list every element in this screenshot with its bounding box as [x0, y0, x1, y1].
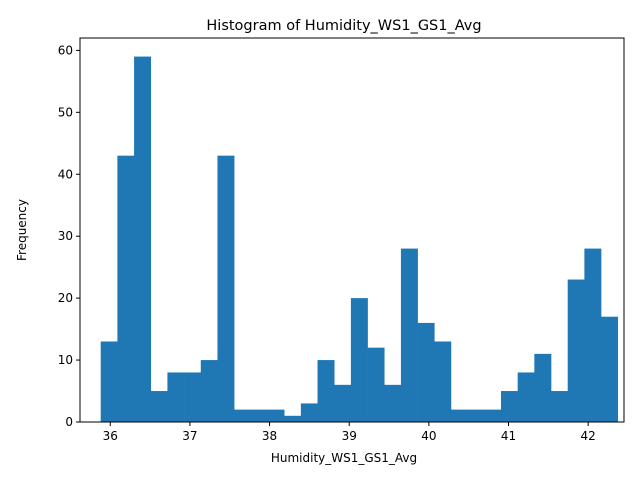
histogram-bar [367, 347, 385, 422]
histogram-bar [217, 155, 235, 422]
y-tick-label: 0 [65, 415, 73, 429]
histogram-bar [250, 409, 268, 422]
histogram-bar [384, 384, 402, 422]
x-tick-label: 42 [581, 429, 596, 443]
histogram-bar [400, 248, 418, 422]
histogram-bar [100, 341, 118, 422]
histogram-bar [584, 248, 602, 422]
histogram-bar [450, 409, 468, 422]
histogram-bar [150, 391, 168, 422]
histogram-bar [434, 341, 452, 422]
histogram-bar [500, 391, 518, 422]
histogram-bar [300, 403, 318, 422]
plot-frame [79, 37, 625, 423]
x-axis-ticks: 36 37 38 39 40 41 42 [103, 422, 596, 443]
x-tick-label: 40 [421, 429, 436, 443]
histogram-bar [184, 372, 202, 422]
histogram-bar [234, 409, 252, 422]
x-tick-label: 39 [342, 429, 357, 443]
y-tick-label: 50 [58, 105, 73, 119]
histogram-bar [134, 56, 152, 422]
histogram-bar [267, 409, 285, 422]
x-tick-label: 38 [262, 429, 277, 443]
y-axis-label: Frequency [15, 199, 29, 261]
histogram-bar [551, 391, 569, 422]
histogram-bar [334, 384, 352, 422]
y-tick-label: 60 [58, 43, 73, 57]
y-tick-label: 20 [58, 291, 73, 305]
histogram-bar [117, 155, 135, 422]
histogram-bar [167, 372, 185, 422]
histogram-bar [200, 360, 218, 422]
histogram-bar [417, 322, 435, 422]
x-tick-label: 36 [103, 429, 118, 443]
x-axis-label: Humidity_WS1_GS1_Avg [271, 451, 417, 465]
bars-group [100, 56, 619, 422]
histogram-bar [284, 415, 302, 422]
histogram-bar [484, 409, 502, 422]
histogram-bar [317, 360, 335, 422]
x-tick-label: 41 [501, 429, 516, 443]
histogram-bar [467, 409, 485, 422]
chart-title: Histogram of Humidity_WS1_GS1_Avg [206, 18, 481, 34]
histogram-bar [350, 298, 368, 422]
x-tick-label: 37 [182, 429, 197, 443]
y-tick-label: 10 [58, 353, 73, 367]
y-tick-label: 40 [58, 167, 73, 181]
histogram-bar [567, 279, 585, 422]
histogram-bar [517, 372, 535, 422]
y-tick-label: 30 [58, 229, 73, 243]
y-axis-ticks: 0 10 20 30 40 50 60 [58, 43, 80, 429]
histogram-bar [534, 353, 552, 422]
histogram-bar [601, 316, 619, 422]
